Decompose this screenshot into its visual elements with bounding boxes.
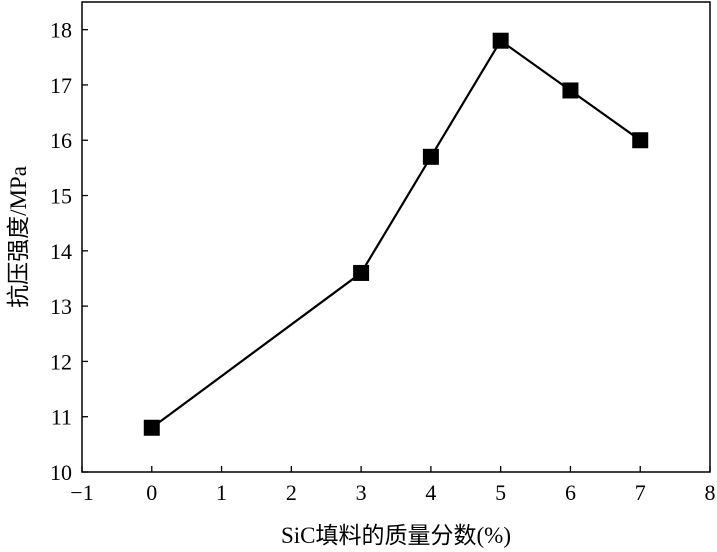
plot-frame: [81, 1, 711, 473]
y-tick-label: 16: [50, 128, 72, 153]
x-tick-label: 7: [635, 480, 646, 505]
data-point-marker: [353, 264, 370, 281]
y-axis-title: 抗压强度/MPa: [6, 166, 31, 308]
series-layer: [143, 32, 649, 436]
y-tick-label: 18: [50, 18, 72, 43]
x-tick-label: 6: [565, 480, 576, 505]
y-tick-label: 12: [50, 349, 72, 374]
data-point-marker: [632, 132, 649, 149]
y-axis-ticks: 10 11 12 13 14 15 16 17 18: [50, 18, 88, 485]
data-point-marker: [143, 419, 160, 436]
x-tick-label: 5: [495, 480, 506, 505]
y-tick-label: 15: [50, 184, 72, 209]
x-tick-label: 0: [146, 480, 157, 505]
y-tick-label: 14: [50, 239, 72, 264]
x-axis-ticks: −1 0 1 2 3 4 5 6 7 8: [70, 466, 716, 505]
y-tick-label: 11: [51, 405, 72, 430]
data-point-marker: [562, 82, 579, 99]
series-line: [151, 39, 641, 429]
x-tick-label: 8: [705, 480, 716, 505]
data-point-marker: [492, 32, 509, 49]
y-tick-label: 17: [50, 73, 72, 98]
x-tick-label: 1: [216, 480, 227, 505]
x-tick-label: 3: [356, 480, 367, 505]
x-tick-label: 4: [425, 480, 436, 505]
x-tick-label: 2: [286, 480, 297, 505]
y-tick-label: 10: [50, 460, 72, 485]
x-tick-label: −1: [70, 480, 93, 505]
data-point-marker: [422, 148, 439, 165]
x-axis-title: SiC填料的质量分数(%): [281, 523, 511, 548]
y-tick-label: 13: [50, 294, 72, 319]
